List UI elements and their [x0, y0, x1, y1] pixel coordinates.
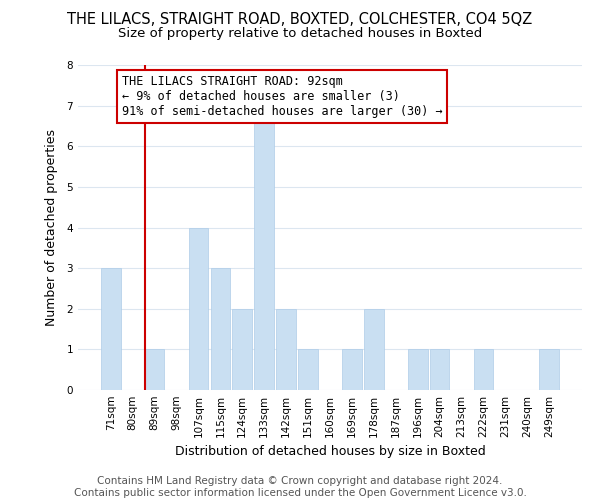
Bar — [473, 350, 493, 390]
Bar — [254, 106, 274, 390]
Bar — [408, 350, 428, 390]
Bar — [188, 228, 208, 390]
Y-axis label: Number of detached properties: Number of detached properties — [45, 129, 58, 326]
Text: THE LILACS STRAIGHT ROAD: 92sqm
← 9% of detached houses are smaller (3)
91% of s: THE LILACS STRAIGHT ROAD: 92sqm ← 9% of … — [122, 75, 442, 118]
Bar — [276, 308, 296, 390]
Bar — [430, 350, 449, 390]
X-axis label: Distribution of detached houses by size in Boxted: Distribution of detached houses by size … — [175, 446, 485, 458]
Bar — [539, 350, 559, 390]
Bar — [101, 268, 121, 390]
Text: Size of property relative to detached houses in Boxted: Size of property relative to detached ho… — [118, 28, 482, 40]
Text: THE LILACS, STRAIGHT ROAD, BOXTED, COLCHESTER, CO4 5QZ: THE LILACS, STRAIGHT ROAD, BOXTED, COLCH… — [67, 12, 533, 28]
Bar — [364, 308, 384, 390]
Bar — [145, 350, 164, 390]
Bar — [232, 308, 252, 390]
Bar — [298, 350, 318, 390]
Bar — [342, 350, 362, 390]
Text: Contains HM Land Registry data © Crown copyright and database right 2024.
Contai: Contains HM Land Registry data © Crown c… — [74, 476, 526, 498]
Bar — [211, 268, 230, 390]
